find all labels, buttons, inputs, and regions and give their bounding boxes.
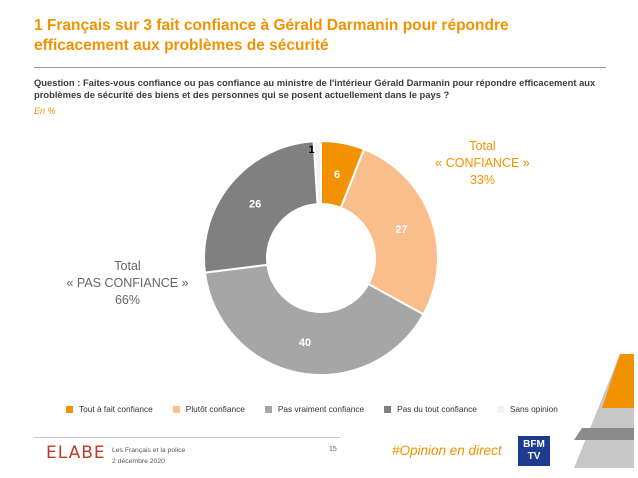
legend-swatch [496, 405, 504, 413]
elabe-logo: ELABE [46, 443, 106, 463]
page-number: 15 [329, 446, 337, 453]
donut-slices [203, 139, 439, 376]
total-pas-confiance: Total « PAS CONFIANCE » 66% [55, 258, 200, 309]
title-divider [34, 67, 606, 68]
legend-label: Pas vraiment confiance [277, 404, 365, 414]
hashtag: #Opinion en direct [392, 443, 502, 458]
question-text: Question : Faites-vous confiance ou pas … [34, 77, 596, 100]
legend-item-pas-du-tout-confiance: Pas du tout confiance [384, 404, 477, 414]
slice-sans-opinion [312, 139, 322, 206]
total-confiance: Total « CONFIANCE » 33% [420, 138, 545, 189]
legend-label: Pas du tout confiance [397, 404, 477, 414]
value-label-sans-opinion: 1 [309, 144, 315, 156]
slice-pas-du-tout-confiance [203, 140, 319, 274]
chart-legend: Tout à fait confiance Plutôt confiance Pas… [66, 404, 558, 414]
slice-plutot-confiance [339, 147, 439, 316]
value-label-pas-vraiment-confiance: 40 [299, 337, 311, 349]
total-pas-confiance-value: 66% [114, 293, 141, 307]
legend-swatch [66, 405, 73, 413]
legend-swatch [172, 405, 180, 413]
footer-date: 2 décembre 2020 [112, 458, 165, 465]
unit-label: En % [34, 106, 56, 116]
legend-item-tout-a-fait-confiance: Tout à fait confiance [66, 404, 153, 414]
legend-swatch [384, 405, 392, 413]
total-confiance-value: 33% [469, 173, 496, 187]
legend-label: Sans opinion [509, 404, 558, 414]
footer-study-name: Les Français et la police [112, 447, 186, 454]
legend-item-pas-vraiment-confiance: Pas vraiment confiance [264, 404, 365, 414]
donut-value-labels: 6 27 40 26 1 [249, 144, 408, 349]
value-label-tout-a-fait-confiance: 6 [334, 169, 340, 181]
slice-pas-vraiment-confiance [203, 263, 425, 376]
page-title: 1 Français sur 3 fait confiance à Gérald… [34, 17, 509, 54]
total-pas-confiance-heading: « PAS CONFIANCE » [66, 276, 189, 290]
legend-label: Plutôt confiance [185, 404, 245, 414]
footer-divider [34, 437, 340, 438]
legend-item-plutot-confiance: Plutôt confiance [172, 404, 245, 414]
total-confiance-label: Total [469, 139, 496, 153]
legend-label: Tout à fait confiance [79, 404, 153, 414]
legend-swatch [264, 405, 272, 413]
bfm-tv-logo: BFM TV [518, 436, 550, 466]
value-label-pas-du-tout-confiance: 26 [249, 199, 261, 211]
value-label-plutot-confiance: 27 [395, 224, 407, 236]
total-pas-confiance-label: Total [114, 259, 141, 273]
legend-item-sans-opinion: Sans opinion [496, 404, 558, 414]
decorative-a-shape [574, 354, 634, 468]
total-confiance-heading: « CONFIANCE » [435, 156, 530, 170]
